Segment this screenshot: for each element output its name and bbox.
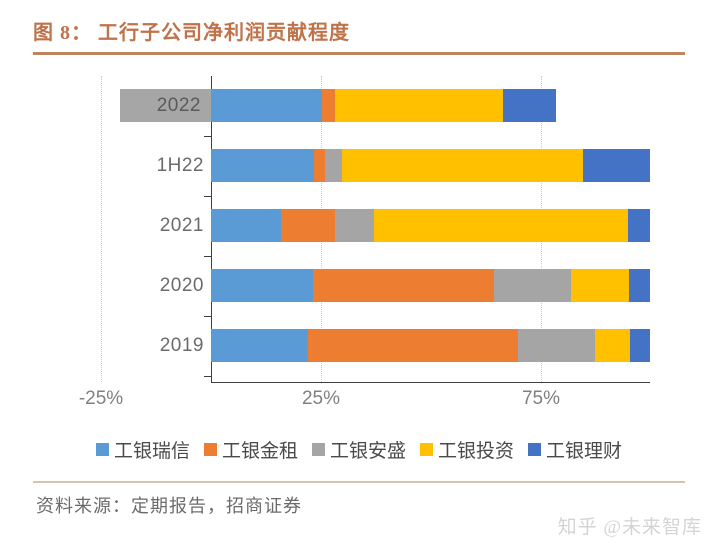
chart-plot-area: 2022 1H22 2021 2020 2019	[0, 62, 718, 392]
source-note: 资料来源：定期报告，招商证券	[36, 496, 302, 516]
x-axis-tick-labels: -25% 25% 75%	[0, 388, 718, 416]
bar-segment-工银金租	[307, 329, 518, 362]
bar-row: 2022	[0, 76, 718, 136]
y-axis-tick	[204, 256, 212, 257]
bar-segment-工银理财	[628, 209, 651, 242]
bar-segment-工银安盛	[324, 149, 343, 182]
bar-segment-工银瑞信	[211, 329, 308, 362]
bar-segment-工银理财	[583, 149, 651, 182]
y-axis-tick	[204, 316, 212, 317]
footer-divider	[33, 481, 685, 483]
legend-item-工银金租[interactable]: 工银金租	[203, 436, 298, 463]
bar-segment-工银安盛	[493, 269, 571, 302]
bar-segment-工银投资	[342, 149, 584, 182]
x-tick-label-75: 75%	[521, 388, 561, 409]
x-axis-line	[211, 382, 650, 383]
bar-segment-工银投资	[570, 269, 629, 302]
legend-label: 工银理财	[546, 440, 623, 462]
y-axis-tick	[204, 196, 212, 197]
bar-segment-工银瑞信	[211, 89, 322, 122]
bar-segment-工银理财	[503, 89, 556, 122]
figure-title: 图 8： 工行子公司净利润贡献程度	[33, 22, 350, 44]
bar-segment-工银金租	[280, 209, 336, 242]
bar-segment-工银瑞信	[211, 209, 281, 242]
y-axis-tick	[204, 376, 212, 377]
bar-segment-工银金租	[313, 269, 494, 302]
bar-segment-工银投资	[335, 89, 504, 122]
title-divider	[33, 52, 685, 55]
legend-item-工银投资[interactable]: 工银投资	[420, 436, 514, 463]
legend-item-工银安盛[interactable]: 工银安盛	[311, 436, 406, 463]
bar-row: 2020	[0, 256, 718, 316]
bar-segment-工银金租	[321, 89, 336, 122]
legend-item-工银瑞信[interactable]: 工银瑞信	[95, 436, 190, 463]
bar-segment-工银瑞信	[211, 149, 314, 182]
legend-label: 工银金租	[221, 440, 298, 462]
category-label-1H22: 1H22	[156, 155, 204, 176]
category-label-2020: 2020	[159, 275, 204, 296]
legend-label: 工银安盛	[329, 440, 406, 462]
legend-label: 工银瑞信	[113, 440, 190, 462]
category-label-2021: 2021	[159, 215, 204, 236]
legend-swatch-icon	[311, 442, 325, 456]
legend-item-工银理财[interactable]: 工银理财	[528, 436, 622, 463]
legend-swatch-icon	[420, 442, 433, 456]
figure-title-wrap: 图 8： 工行子公司净利润贡献程度	[33, 16, 685, 45]
gridline--25	[101, 76, 102, 382]
bar-segment-工银投资	[594, 329, 630, 362]
bar-row: 2021	[0, 196, 718, 256]
category-label-2019: 2019	[159, 335, 204, 356]
x-tick-label-25: 25%	[301, 388, 341, 409]
bar-segment-工银理财	[629, 329, 650, 362]
bar-segment-工银安盛	[335, 209, 375, 242]
bar-segment-工银安盛	[517, 329, 595, 362]
legend-label: 工银投资	[438, 440, 515, 462]
bar-segment-工银理财	[629, 269, 651, 302]
category-label-2022: 2022	[120, 89, 211, 122]
watermark: 知乎 @未来智库	[557, 517, 702, 538]
bar-row: 1H22	[0, 136, 718, 196]
bar-segment-工银金租	[313, 149, 325, 182]
legend-swatch-icon	[528, 442, 542, 456]
y-axis-tick	[204, 136, 212, 137]
x-tick-label--25: -25%	[78, 388, 124, 409]
bar-segment-工银投资	[374, 209, 629, 242]
bar-row: 2019	[0, 316, 718, 376]
legend-swatch-icon	[203, 442, 217, 456]
legend-swatch-icon	[95, 442, 109, 456]
chart-legend: 工银瑞信 工银金租 工银安盛 工银投资 工银理财	[0, 432, 718, 466]
bar-segment-工银瑞信	[211, 269, 314, 302]
